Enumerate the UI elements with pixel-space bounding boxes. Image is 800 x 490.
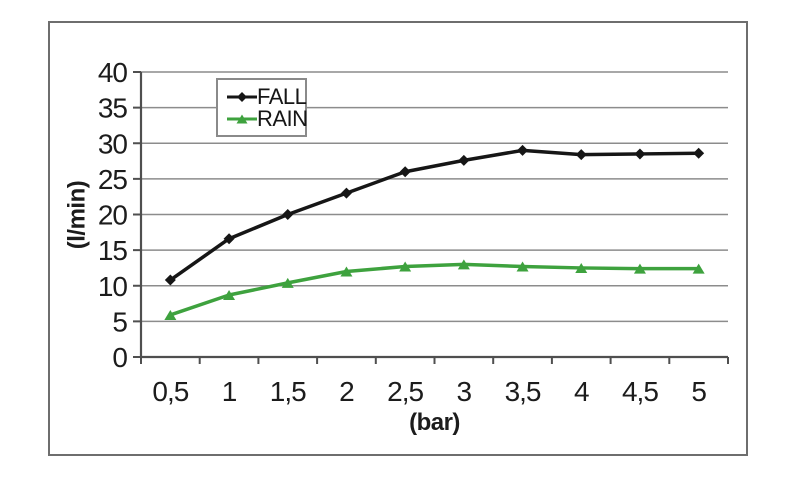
svg-text:0: 0 <box>112 342 127 373</box>
svg-text:25: 25 <box>98 164 128 195</box>
svg-text:5: 5 <box>691 376 706 407</box>
legend: FALL RAIN <box>216 78 308 137</box>
legend-item-fall: FALL <box>227 84 307 109</box>
svg-text:4,5: 4,5 <box>622 376 658 407</box>
svg-text:3,5: 3,5 <box>505 376 541 407</box>
rain-triangle-marker-icon <box>227 112 257 126</box>
svg-text:5: 5 <box>112 306 127 337</box>
svg-text:10: 10 <box>98 271 128 302</box>
svg-text:40: 40 <box>98 57 128 88</box>
svg-text:2,5: 2,5 <box>387 376 423 407</box>
svg-text:0,5: 0,5 <box>152 376 188 407</box>
legend-label-rain: RAIN <box>257 106 308 131</box>
svg-text:1,5: 1,5 <box>270 376 306 407</box>
svg-text:30: 30 <box>98 128 128 159</box>
fall-diamond-marker-icon <box>227 90 257 104</box>
svg-text:3: 3 <box>457 376 472 407</box>
legend-item-rain: RAIN <box>227 106 308 131</box>
svg-text:35: 35 <box>98 93 128 124</box>
svg-text:1: 1 <box>222 376 237 407</box>
svg-text:2: 2 <box>339 376 354 407</box>
svg-text:20: 20 <box>98 200 128 231</box>
svg-text:4: 4 <box>574 376 589 407</box>
legend-label-fall: FALL <box>257 84 307 109</box>
x-axis-title: (bar) <box>409 409 460 436</box>
chart-svg: 0 5 10 15 20 25 30 35 40 0,5 1 1,5 2 2,5 3 3,5 4 4,5 5 <box>98 57 729 407</box>
chart-figure: 0 5 10 15 20 25 30 35 40 0,5 1 1,5 2 2,5 3 3,5 4 4,5 5 (l/… <box>48 21 748 456</box>
svg-text:15: 15 <box>98 235 128 266</box>
